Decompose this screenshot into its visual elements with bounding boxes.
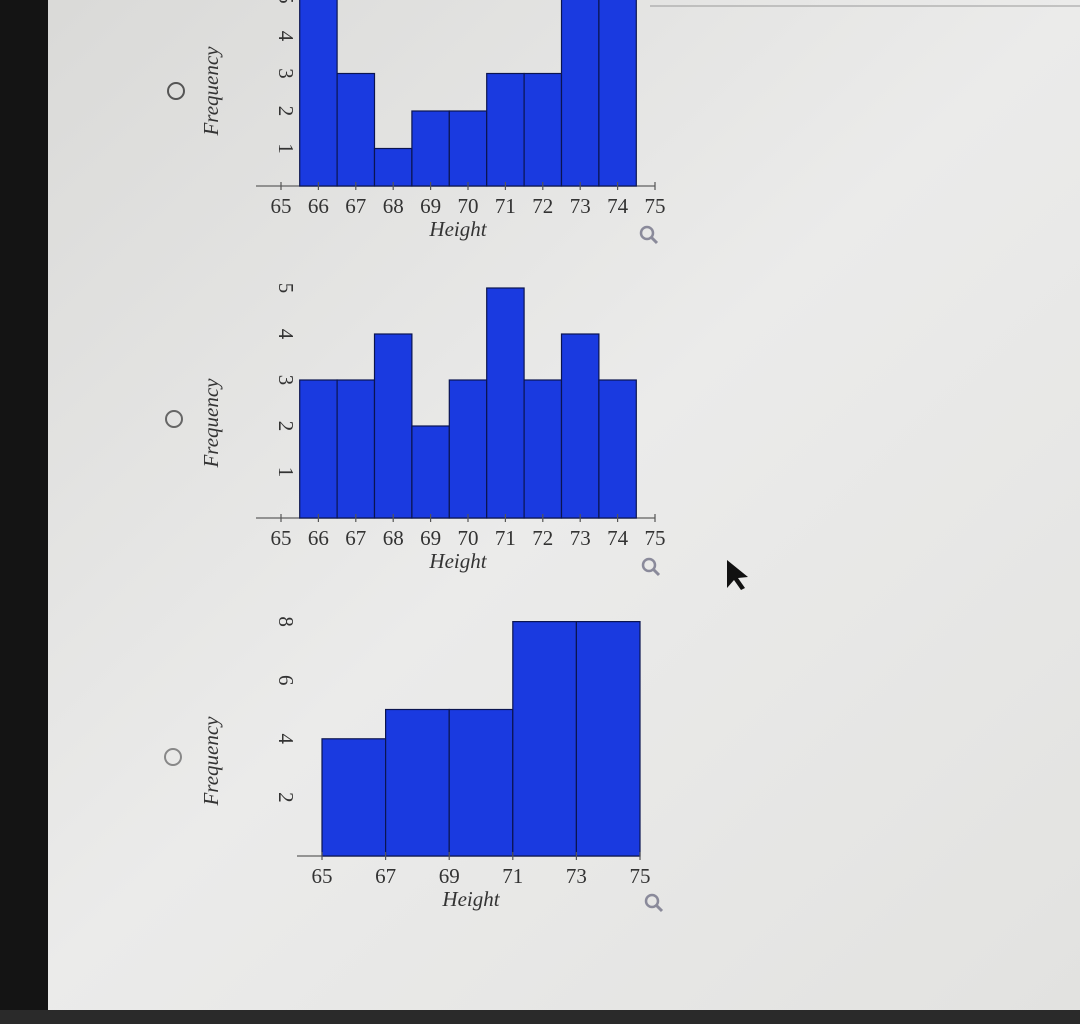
y-tick-label: 2: [274, 421, 298, 432]
x-tick-label: 67: [345, 194, 366, 218]
histogram-bar: [448, 379, 488, 519]
histogram-bar: [411, 110, 450, 187]
zoom-lens: [641, 557, 657, 573]
zoom-icon[interactable]: [639, 225, 659, 245]
x-tick-label: 72: [532, 526, 553, 550]
histogram-bar: [598, 379, 637, 519]
x-tick-label: 72: [532, 194, 553, 218]
y-tick-label: 2: [274, 106, 298, 117]
x-tick-label: 68: [383, 194, 404, 218]
histogram-bar: [336, 72, 376, 187]
y-tick-label: 3: [274, 375, 298, 386]
y-tick-label: 3: [274, 68, 298, 79]
histogram-bar: [560, 0, 600, 187]
zoom-handle: [654, 903, 664, 913]
histogram-bar: [560, 333, 600, 519]
histogram-bar: [523, 72, 563, 187]
x-tick-label: 75: [645, 194, 666, 218]
histogram-bar: [321, 738, 387, 857]
histogram-bar: [575, 620, 641, 857]
histogram-bar: [299, 0, 338, 187]
x-axis-label: Height: [441, 887, 500, 911]
x-tick-label: 69: [439, 864, 460, 888]
x-tick-label: 69: [420, 526, 441, 550]
x-tick-label: 73: [566, 864, 587, 888]
x-tick-label: 74: [607, 526, 629, 550]
histogram-bar: [448, 708, 514, 857]
x-tick-label: 70: [458, 526, 479, 550]
x-tick-label: 75: [645, 526, 666, 550]
radio-button[interactable]: [165, 410, 183, 428]
x-tick-label: 69: [420, 194, 441, 218]
y-axis-label: Frequency: [199, 378, 223, 469]
x-tick-label: 70: [458, 194, 479, 218]
y-tick-label: 2: [274, 792, 298, 803]
y-tick-label: 6: [274, 675, 298, 686]
x-tick-label: 71: [495, 526, 516, 550]
y-tick-label: 1: [274, 143, 298, 154]
histogram-bar: [512, 620, 577, 857]
histogram-bar: [523, 379, 563, 519]
histogram-bar: [448, 110, 488, 187]
zoom-lens: [644, 893, 660, 909]
zoom-handle: [651, 567, 661, 577]
y-tick-label: 4: [274, 734, 298, 745]
histogram-bar: [373, 147, 413, 187]
zoom-lens: [639, 225, 655, 241]
x-tick-label: 65: [271, 194, 292, 218]
y-tick-label: 4: [274, 31, 298, 42]
x-tick-label: 67: [375, 864, 396, 888]
y-tick-label: 5: [274, 0, 298, 4]
bezel-bottom: [0, 1010, 1080, 1024]
zoom-icon[interactable]: [644, 893, 664, 913]
histogram-bar: [299, 379, 338, 519]
x-tick-label: 66: [308, 526, 329, 550]
histogram-bar: [486, 287, 525, 519]
x-tick-label: 74: [607, 194, 629, 218]
x-axis-label: Height: [428, 549, 487, 573]
x-tick-label: 71: [502, 864, 523, 888]
radio-button[interactable]: [167, 82, 185, 100]
y-axis-label: Frequency: [199, 716, 223, 807]
histogram-bar: [598, 0, 637, 187]
y-axis-label: Frequency: [199, 46, 223, 137]
x-tick-label: 67: [345, 526, 366, 550]
histogram-bar: [411, 425, 450, 519]
histogram-bar: [336, 379, 376, 519]
x-axis-label: Height: [428, 217, 487, 241]
x-tick-label: 66: [308, 194, 329, 218]
bezel-left: [0, 0, 48, 1024]
histogram-bar: [385, 708, 450, 857]
zoom-icon[interactable]: [641, 557, 661, 577]
mouse-cursor: [727, 560, 748, 590]
x-tick-label: 75: [630, 864, 651, 888]
y-tick-label: 1: [274, 467, 298, 478]
y-tick-label: 4: [274, 329, 298, 340]
y-tick-label: 5: [274, 283, 298, 294]
radio-button[interactable]: [164, 748, 182, 766]
x-tick-label: 65: [312, 864, 333, 888]
x-tick-label: 65: [271, 526, 292, 550]
x-tick-label: 68: [383, 526, 404, 550]
x-tick-label: 73: [570, 526, 591, 550]
histogram-bar: [486, 72, 525, 187]
histogram-bar: [373, 333, 413, 519]
zoom-handle: [649, 235, 659, 245]
x-tick-label: 71: [495, 194, 516, 218]
x-tick-label: 73: [570, 194, 591, 218]
y-tick-label: 8: [274, 616, 298, 627]
